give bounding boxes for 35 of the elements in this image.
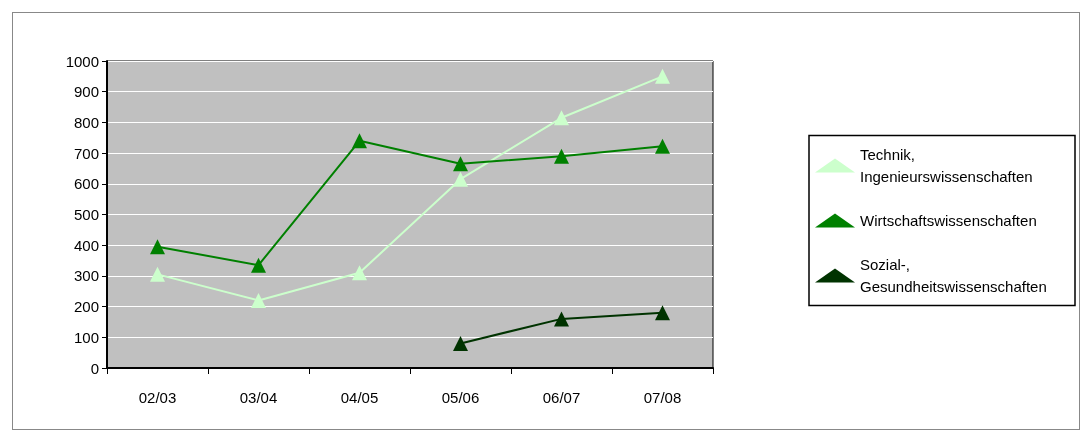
point <box>352 265 367 281</box>
point <box>554 311 569 327</box>
point <box>453 156 468 172</box>
legend-label: Wirtschaftswissenschaften <box>860 212 1037 229</box>
point <box>655 305 670 321</box>
y-tick-label: 300 <box>73 267 99 285</box>
y-tick-label: 100 <box>73 328 99 346</box>
x-tick-label: 03/04 <box>239 389 278 406</box>
legend-label: Technik, Ingenieurswissenschaften <box>860 146 1033 185</box>
y-tick-label: 200 <box>73 298 99 316</box>
y-tick-label: 800 <box>73 113 99 131</box>
point <box>251 292 266 308</box>
point <box>352 133 367 149</box>
x-tick-label: 07/08 <box>643 389 682 406</box>
y-tick-label: 0 <box>90 359 99 377</box>
legend-label: Sozial-, Gesundheitswissenschaften <box>860 256 1047 295</box>
point <box>251 257 266 273</box>
point <box>150 266 165 282</box>
point <box>655 68 670 84</box>
x-tick-label: 06/07 <box>542 389 581 406</box>
y-tick-label: 400 <box>73 236 99 254</box>
point <box>655 138 670 154</box>
y-tick-label: 900 <box>73 83 99 101</box>
x-tick-label: 02/03 <box>138 389 177 406</box>
y-tick-label: 600 <box>73 175 99 193</box>
point <box>453 335 468 351</box>
x-tick-label: 05/06 <box>441 389 480 406</box>
y-tick-label: 700 <box>73 144 99 162</box>
y-tick-label: 1000 <box>65 52 99 70</box>
x-tick-label: 04/05 <box>340 389 379 406</box>
point <box>554 110 569 126</box>
point <box>150 239 165 255</box>
y-tick-label: 500 <box>73 206 99 223</box>
point <box>453 171 468 187</box>
point <box>554 148 569 164</box>
